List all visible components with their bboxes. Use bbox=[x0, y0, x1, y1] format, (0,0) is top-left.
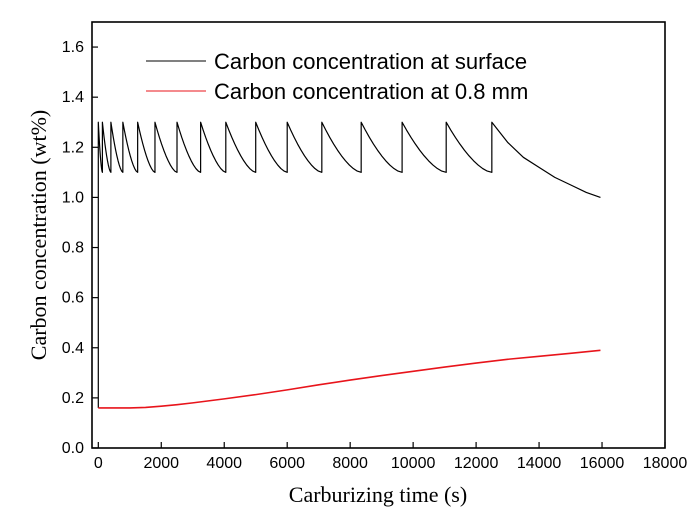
series-line-surface bbox=[97, 121, 601, 408]
x-tick-label: 14000 bbox=[517, 455, 562, 472]
y-tick-label: 1.0 bbox=[62, 189, 84, 206]
x-tick-label: 8000 bbox=[332, 455, 368, 472]
plot-frame bbox=[91, 21, 666, 449]
legend: Carbon concentration at surface Carbon c… bbox=[146, 49, 528, 104]
x-tick-label: 0 bbox=[94, 455, 103, 472]
legend-label-surface: Carbon concentration at surface bbox=[214, 49, 527, 74]
y-tick-label: 0.2 bbox=[62, 390, 84, 407]
y-tick-label: 0.0 bbox=[62, 440, 84, 457]
x-axis-title: Carburizing time (s) bbox=[289, 482, 467, 507]
series-line-depth bbox=[98, 349, 601, 409]
legend-label-depth: Carbon concentration at 0.8 mm bbox=[214, 79, 528, 104]
y-tick-label: 0.6 bbox=[62, 290, 84, 307]
y-tick-label: 1.2 bbox=[62, 139, 84, 156]
y-axis-ticks: 0.0 0.2 0.4 0.6 0.8 1.0 1.2 1.4 1.6 bbox=[62, 39, 98, 457]
series-layer bbox=[97, 121, 601, 409]
x-tick-label: 12000 bbox=[454, 455, 499, 472]
x-tick-label: 18000 bbox=[643, 455, 688, 472]
y-tick-label: 0.8 bbox=[62, 240, 84, 257]
y-tick-label: 1.4 bbox=[62, 89, 84, 106]
x-axis-ticks: 0 2000 4000 6000 8000 10000 12000 14000 16000 180… bbox=[94, 442, 688, 472]
y-axis-title: Carbon concentration (wt%) bbox=[26, 110, 51, 360]
x-tick-label: 2000 bbox=[143, 455, 179, 472]
x-tick-label: 4000 bbox=[206, 455, 242, 472]
x-tick-label: 10000 bbox=[391, 455, 436, 472]
x-tick-label: 6000 bbox=[269, 455, 305, 472]
y-tick-label: 0.4 bbox=[62, 340, 84, 357]
x-tick-label: 16000 bbox=[580, 455, 625, 472]
y-tick-label: 1.6 bbox=[62, 39, 84, 56]
